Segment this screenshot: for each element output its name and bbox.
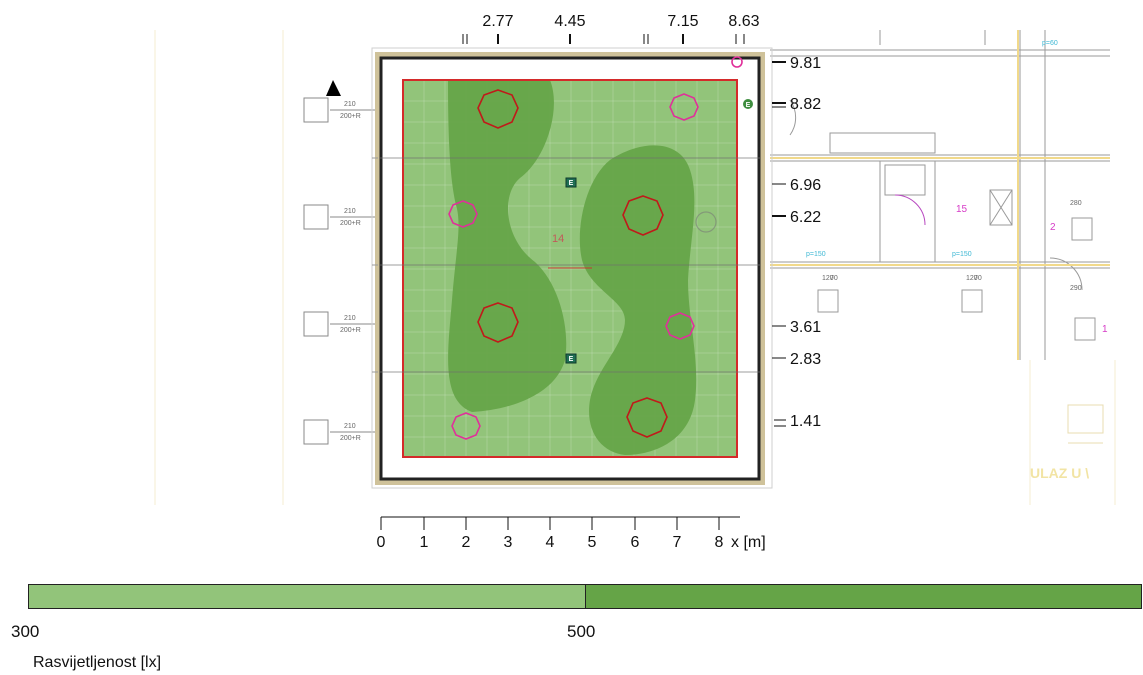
- x-tick-label: 7: [673, 534, 682, 551]
- legend-title: Rasvijetljenost [lx]: [33, 654, 162, 671]
- isolux-zone-left: [448, 80, 567, 412]
- emergency-symbol: E: [569, 356, 574, 363]
- top-position-label: 4.45: [554, 13, 585, 30]
- window-label: 70: [830, 275, 838, 282]
- emergency-symbol: E: [569, 180, 574, 187]
- x-tick-label: 4: [546, 534, 555, 551]
- luminaire-large-icon: [626, 397, 668, 438]
- opening-label: p=150: [952, 251, 972, 258]
- room-number: 2: [1050, 222, 1056, 233]
- calculation-area-border: [402, 79, 738, 458]
- luminaire-small-icon: [451, 412, 481, 440]
- x-unit-label: x [m]: [731, 534, 766, 551]
- entrance-label: ULAZ U \: [1030, 465, 1089, 481]
- x-tick-label: 1: [420, 534, 429, 551]
- luminaire-ceiling-icon: [731, 56, 743, 68]
- emergency-lights: [565, 99, 753, 364]
- top-position-marks: [462, 34, 745, 44]
- right-position-label: 6.22: [790, 209, 821, 226]
- luminaire-large-icon: [477, 302, 519, 343]
- right-position-label: 9.81: [790, 55, 821, 72]
- legend-bar-low: [28, 584, 586, 609]
- luminaire-small-icon: [669, 93, 699, 121]
- right-position-label: 1.41: [790, 413, 821, 430]
- legend-mid-label: 500: [567, 622, 596, 641]
- opening-label: p=150: [806, 251, 826, 258]
- luminaire-large-icon: [622, 195, 664, 236]
- right-position-label: 8.82: [790, 96, 821, 113]
- door-type-label: 200+R: [340, 435, 361, 442]
- legend-min-label: 300: [11, 622, 40, 641]
- lighting-plan: p=60 p=150 p=150 15 2 1 120 70 120 70 28…: [154, 13, 1116, 551]
- window-label: 70: [974, 275, 982, 282]
- window-label: 280: [1070, 200, 1082, 207]
- x-tick-label: 5: [588, 534, 597, 551]
- neighbour-walls-yellow: [770, 30, 1110, 360]
- background-guides: [154, 30, 1116, 505]
- door-type-label: 200+R: [340, 113, 361, 120]
- luminaire-large-icon: [477, 89, 519, 129]
- emergency-light-icon: [743, 99, 753, 109]
- right-position-label: 6.96: [790, 177, 821, 194]
- legend-bar-high: [585, 584, 1142, 609]
- isolux-zone-right: [579, 145, 697, 456]
- window-label: 120: [822, 275, 834, 282]
- x-tick-label: 6: [631, 534, 640, 551]
- right-position-label: 2.83: [790, 351, 821, 368]
- door-height-label: 210: [344, 208, 356, 215]
- x-tick-label: 3: [504, 534, 513, 551]
- room-number: 14: [552, 233, 564, 245]
- right-position-marks: [772, 61, 786, 427]
- neighbour-rooms: [770, 30, 1110, 444]
- door-type-label: 200+R: [340, 220, 361, 227]
- window-label: 120: [966, 275, 978, 282]
- x-tick-label: 0: [377, 534, 386, 551]
- opening-label: p=60: [1042, 40, 1058, 47]
- structure-lines: [380, 157, 760, 373]
- door-height-label: 210: [344, 423, 356, 430]
- door-height-label: 210: [344, 101, 356, 108]
- emergency-light-icon: [565, 353, 577, 364]
- room-number: 1: [1102, 324, 1108, 335]
- luminaires-large: [477, 89, 668, 438]
- emergency-light-icon: [565, 177, 577, 188]
- luminaires-small: [448, 56, 743, 440]
- emergency-symbol: E: [746, 102, 751, 109]
- luminaire-small-icon: [665, 312, 695, 340]
- top-position-label: 7.15: [667, 13, 698, 30]
- luminaire-small-icon: [448, 200, 478, 228]
- x-tick-label: 2: [462, 534, 471, 551]
- x-tick-label: 8: [715, 534, 724, 551]
- top-position-label: 8.63: [728, 13, 759, 30]
- right-position-label: 3.61: [790, 319, 821, 336]
- door-type-label: 200+R: [340, 327, 361, 334]
- top-position-label: 2.77: [482, 13, 513, 30]
- door-height-label: 210: [344, 315, 356, 322]
- room-number: 15: [956, 204, 968, 215]
- x-scale-axis: [380, 516, 740, 530]
- north-arrow-icon: [326, 80, 341, 96]
- window-label: 290: [1070, 285, 1082, 292]
